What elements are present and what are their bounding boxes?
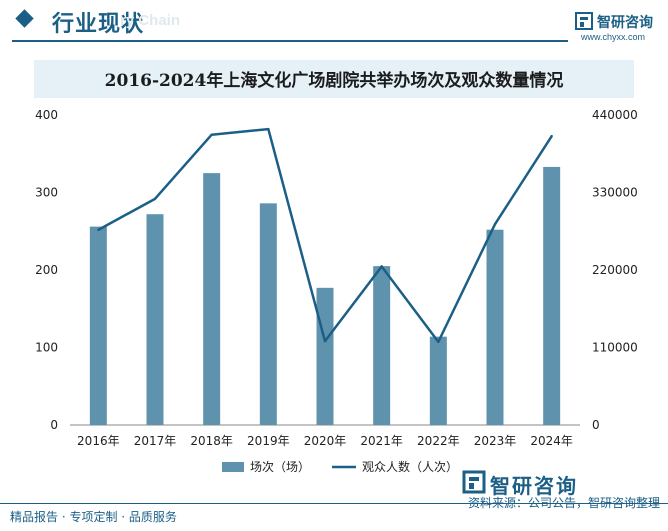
y-left-tick-label: 100 <box>35 341 58 355</box>
brand-watermark-text: ry Chain <box>120 12 181 29</box>
logo-icon <box>575 12 593 30</box>
x-tick-label: 2024年 <box>530 434 573 448</box>
legend-swatch-bars <box>222 462 244 472</box>
chart-title: 2016-2024年上海文化广场剧院共举办场次及观众数量情况 <box>104 71 564 91</box>
x-tick-label: 2019年 <box>247 434 290 448</box>
chart-title-band <box>34 60 634 98</box>
bar <box>543 166 561 426</box>
x-tick-label: 2020年 <box>304 434 347 448</box>
y-left-tick-label: 0 <box>50 418 58 432</box>
logo-top: 智研咨询 www.chyxx.com <box>575 8 665 44</box>
bar <box>373 266 391 425</box>
bar <box>203 173 221 425</box>
line-point <box>493 223 497 226</box>
line-point <box>437 340 440 344</box>
line-point <box>380 265 383 268</box>
logo-bottom-icon <box>462 470 486 494</box>
source-note: 资料来源：公司公告，智研咨询整理 <box>467 496 660 510</box>
y-left-tick-label: 300 <box>35 186 58 200</box>
y-right-tick-label: 110000 <box>592 341 638 355</box>
x-tick-label: 2023年 <box>474 434 517 448</box>
y-left-tick-label: 200 <box>35 263 58 277</box>
y-right-tick-label: 0 <box>592 418 600 432</box>
section-title: 行业现状 <box>52 12 145 37</box>
header-divider <box>12 40 568 42</box>
bar <box>316 287 334 425</box>
x-tick-label: 2017年 <box>134 434 177 448</box>
line-point <box>153 197 157 201</box>
y-right-tick-label: 440000 <box>592 108 638 122</box>
y-right-tick-label: 330000 <box>592 186 638 200</box>
line-point <box>97 228 100 232</box>
logo-url: www.chyxx.com <box>581 32 646 42</box>
legend-label-line: 观众人数（人次） <box>362 459 458 474</box>
y-left-tick-label: 400 <box>35 108 58 122</box>
line-point <box>267 127 270 131</box>
bar <box>89 226 107 425</box>
bar <box>146 214 164 425</box>
line-point <box>323 339 327 343</box>
x-tick-label: 2016年 <box>77 434 120 448</box>
logo-bottom-name: 智研咨询 <box>490 474 578 498</box>
legend-label-bars: 场次（场） <box>250 460 310 474</box>
footer-divider <box>0 503 668 504</box>
x-tick-label: 2018年 <box>190 434 233 448</box>
line-point <box>550 134 553 138</box>
line-point <box>210 133 213 136</box>
logo-name: 智研咨询 <box>597 15 653 31</box>
x-tick-label: 2021年 <box>360 434 403 448</box>
x-tick-label: 2022年 <box>417 434 460 448</box>
page-header: 行业现状 ry Chain 智研咨询 www.chyxx.com <box>0 0 668 44</box>
y-right-tick-label: 220000 <box>592 263 638 277</box>
bar <box>259 203 277 425</box>
bar <box>429 336 447 425</box>
footer-slogan: 精品报告 · 专项定制 · 品质服务 <box>10 510 177 524</box>
bar <box>486 229 504 425</box>
